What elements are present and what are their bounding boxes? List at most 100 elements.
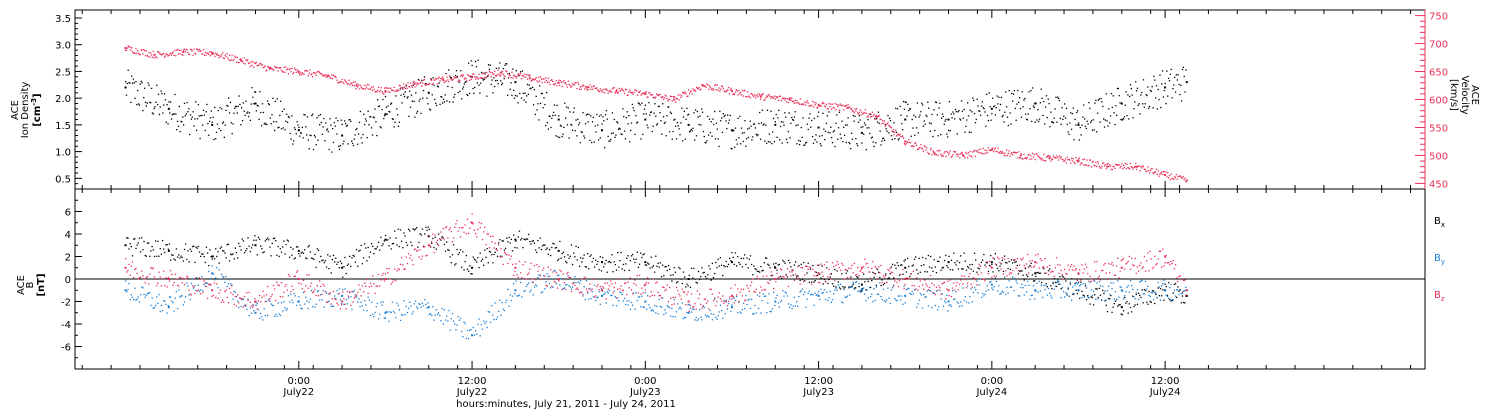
velocity-point: [235, 61, 238, 63]
density-point: [1171, 97, 1173, 99]
by-point: [473, 334, 476, 336]
bz-point: [504, 252, 507, 255]
bx-point: [1072, 293, 1074, 295]
density-point: [1071, 112, 1074, 115]
density-point: [420, 112, 422, 115]
density-point: [636, 122, 638, 124]
by-point: [260, 312, 262, 315]
by-point: [516, 295, 518, 297]
bx-point: [344, 256, 346, 259]
density-point: [285, 120, 287, 122]
velocity-point: [1165, 171, 1167, 173]
by-point: [746, 303, 748, 306]
density-point: [601, 129, 604, 132]
density-point: [533, 88, 536, 91]
by-point: [180, 295, 182, 297]
bx-point: [559, 240, 561, 243]
density-point: [924, 123, 926, 125]
bx-point: [983, 253, 985, 256]
by-point: [1102, 285, 1104, 288]
by-point: [267, 314, 269, 316]
velocity-point: [1050, 160, 1052, 162]
bx-point: [1126, 300, 1128, 303]
velocity-point: [279, 67, 281, 69]
velocity-point: [464, 77, 466, 79]
bz-point: [627, 281, 629, 283]
by-point: [238, 306, 240, 309]
velocity-point: [714, 84, 717, 86]
bz-point: [332, 290, 335, 293]
by-point: [585, 280, 588, 282]
by-point: [1050, 295, 1052, 297]
bx-point: [491, 254, 493, 256]
bx-point: [942, 266, 945, 269]
velocity-point: [793, 102, 796, 104]
velocity-point: [1182, 175, 1184, 178]
velocity-point: [317, 71, 319, 73]
velocity-point: [907, 141, 909, 144]
density-point: [735, 139, 737, 141]
density-point: [1052, 122, 1055, 124]
bx-point: [1016, 264, 1018, 267]
density-point: [807, 128, 809, 131]
density-point: [742, 140, 744, 143]
density-point: [670, 112, 673, 115]
by-point: [1017, 295, 1020, 297]
density-point: [1141, 103, 1144, 105]
density-point: [676, 121, 679, 124]
bx-point: [1178, 290, 1180, 292]
velocity-point: [597, 89, 599, 91]
density-point: [521, 70, 524, 72]
by-point: [398, 309, 400, 311]
by-point: [456, 324, 458, 326]
by-point: [769, 310, 771, 313]
bx-point: [163, 248, 165, 250]
density-point: [815, 134, 817, 136]
bz-point: [686, 293, 688, 296]
bx-point: [896, 262, 898, 264]
velocity-point: [181, 53, 183, 56]
bx-point: [675, 282, 678, 284]
density-point: [600, 114, 602, 116]
velocity-point: [526, 78, 529, 80]
bx-point: [447, 249, 449, 251]
bz-point: [432, 233, 434, 235]
velocity-point: [835, 109, 837, 111]
velocity-point: [1054, 156, 1056, 159]
bx-point: [643, 253, 645, 255]
velocity-point: [681, 91, 684, 93]
density-point: [718, 145, 720, 148]
velocity-point: [314, 72, 316, 75]
density-point: [195, 129, 198, 131]
by-point: [883, 300, 886, 302]
density-point: [451, 86, 453, 89]
bx-point: [1121, 313, 1124, 316]
density-point: [351, 142, 354, 145]
by-point: [491, 305, 493, 307]
bz-point: [467, 232, 470, 235]
bx-point: [1172, 292, 1174, 294]
bz-point: [173, 281, 175, 284]
bz-point: [384, 273, 387, 275]
bx-point: [169, 259, 172, 261]
density-point: [557, 136, 559, 138]
velocity-point: [963, 155, 965, 158]
bottom-panel-points: [124, 213, 1188, 340]
velocity-point: [785, 101, 788, 103]
density-point: [637, 102, 640, 104]
bx-point: [954, 262, 956, 264]
velocity-point: [416, 82, 419, 84]
bz-point: [425, 255, 427, 257]
density-point: [725, 120, 727, 122]
velocity-point: [610, 91, 612, 93]
bx-point: [725, 260, 727, 263]
bz-point: [611, 283, 613, 285]
density-point: [739, 115, 741, 118]
bx-point: [1092, 304, 1095, 306]
by-point: [271, 304, 273, 306]
by-point: [1068, 295, 1070, 298]
density-point: [429, 108, 431, 110]
velocity-point: [904, 140, 907, 143]
velocity-point: [688, 89, 690, 91]
velocity-point: [592, 85, 595, 88]
